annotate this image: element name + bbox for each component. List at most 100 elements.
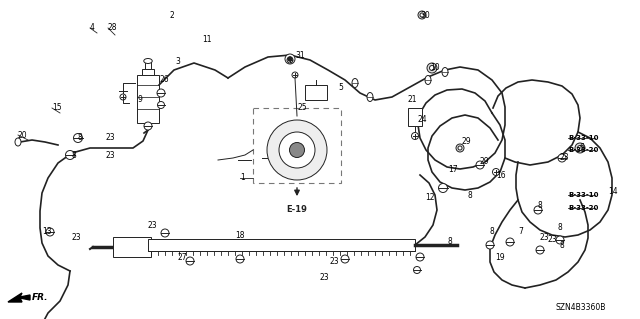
Circle shape <box>287 57 293 63</box>
Circle shape <box>144 122 152 130</box>
Circle shape <box>267 120 327 180</box>
Circle shape <box>458 146 462 150</box>
Text: 28: 28 <box>107 24 116 33</box>
Text: 23: 23 <box>148 220 157 229</box>
Text: 23: 23 <box>540 234 550 242</box>
Text: 8: 8 <box>448 238 452 247</box>
Text: 8: 8 <box>560 241 564 249</box>
Text: E-19: E-19 <box>287 205 307 214</box>
Circle shape <box>341 255 349 263</box>
Circle shape <box>288 57 292 61</box>
Circle shape <box>289 143 305 158</box>
Text: 17: 17 <box>448 166 458 174</box>
Text: 8: 8 <box>538 201 543 210</box>
Text: 24: 24 <box>418 115 428 124</box>
Text: SZN4B3360B: SZN4B3360B <box>556 303 606 312</box>
Circle shape <box>575 143 585 153</box>
Bar <box>113 237 151 257</box>
Bar <box>253 108 341 183</box>
Text: FR.: FR. <box>32 293 49 301</box>
Bar <box>305 85 327 100</box>
Text: 12: 12 <box>425 194 435 203</box>
Text: 27: 27 <box>178 254 188 263</box>
Text: 23: 23 <box>330 257 340 266</box>
Text: 26: 26 <box>160 76 170 85</box>
Circle shape <box>74 133 83 143</box>
Text: 10: 10 <box>430 63 440 72</box>
Circle shape <box>420 13 424 17</box>
Text: 7: 7 <box>518 227 523 236</box>
Circle shape <box>46 228 54 236</box>
Text: 15: 15 <box>52 103 61 113</box>
Text: B-33-10: B-33-10 <box>568 192 598 198</box>
Ellipse shape <box>15 138 21 146</box>
Text: 23: 23 <box>548 235 557 244</box>
Text: 8: 8 <box>558 224 563 233</box>
Circle shape <box>65 151 74 160</box>
Text: 8: 8 <box>490 227 495 236</box>
Text: 23: 23 <box>320 273 330 283</box>
Bar <box>145 62 151 69</box>
Text: 3: 3 <box>175 57 180 66</box>
Circle shape <box>493 168 499 175</box>
Ellipse shape <box>425 76 431 85</box>
Text: 5: 5 <box>338 84 343 93</box>
Text: 19: 19 <box>495 254 504 263</box>
Circle shape <box>506 238 514 246</box>
Circle shape <box>438 183 447 192</box>
Text: 4: 4 <box>90 24 95 33</box>
Circle shape <box>536 246 544 254</box>
Circle shape <box>534 206 542 214</box>
Text: 8: 8 <box>468 190 473 199</box>
Text: 23: 23 <box>560 153 570 162</box>
Circle shape <box>292 72 298 78</box>
Ellipse shape <box>442 68 448 77</box>
Text: B-33-20: B-33-20 <box>568 205 598 211</box>
Bar <box>142 69 154 75</box>
Text: 11: 11 <box>202 35 211 44</box>
Text: 29: 29 <box>462 137 472 146</box>
Circle shape <box>418 11 426 19</box>
Text: 30: 30 <box>420 11 429 19</box>
Text: 21: 21 <box>408 95 417 105</box>
Circle shape <box>279 132 315 168</box>
Circle shape <box>476 161 484 169</box>
Circle shape <box>186 257 194 265</box>
Circle shape <box>157 101 164 108</box>
Text: B-33-20: B-33-20 <box>568 147 598 153</box>
Circle shape <box>285 54 295 64</box>
Text: 2: 2 <box>170 11 175 19</box>
Text: 8: 8 <box>72 151 77 160</box>
Circle shape <box>456 144 464 152</box>
Text: 8: 8 <box>78 133 83 143</box>
Circle shape <box>427 63 437 73</box>
Text: 23: 23 <box>106 151 116 160</box>
Text: 16: 16 <box>496 170 506 180</box>
Circle shape <box>558 154 566 162</box>
Bar <box>137 75 159 123</box>
Text: 31: 31 <box>295 50 305 60</box>
Circle shape <box>413 266 420 273</box>
Polygon shape <box>8 293 30 302</box>
Circle shape <box>236 255 244 263</box>
Ellipse shape <box>352 78 358 87</box>
Text: 13: 13 <box>42 227 52 236</box>
Bar <box>408 108 422 126</box>
Text: 29: 29 <box>480 158 490 167</box>
Circle shape <box>486 241 494 249</box>
Text: 6: 6 <box>580 144 585 152</box>
Circle shape <box>429 65 435 70</box>
Text: 1: 1 <box>240 174 244 182</box>
Text: 14: 14 <box>608 188 618 197</box>
Text: 23: 23 <box>106 133 116 143</box>
Circle shape <box>157 89 165 97</box>
Text: 9: 9 <box>138 95 143 105</box>
Ellipse shape <box>367 93 373 101</box>
Text: 25: 25 <box>298 103 308 113</box>
Text: 23: 23 <box>72 234 82 242</box>
Circle shape <box>556 236 564 244</box>
Text: 20: 20 <box>18 130 28 139</box>
Ellipse shape <box>144 58 152 63</box>
Text: B-33-10: B-33-10 <box>568 135 598 141</box>
Circle shape <box>120 94 126 100</box>
